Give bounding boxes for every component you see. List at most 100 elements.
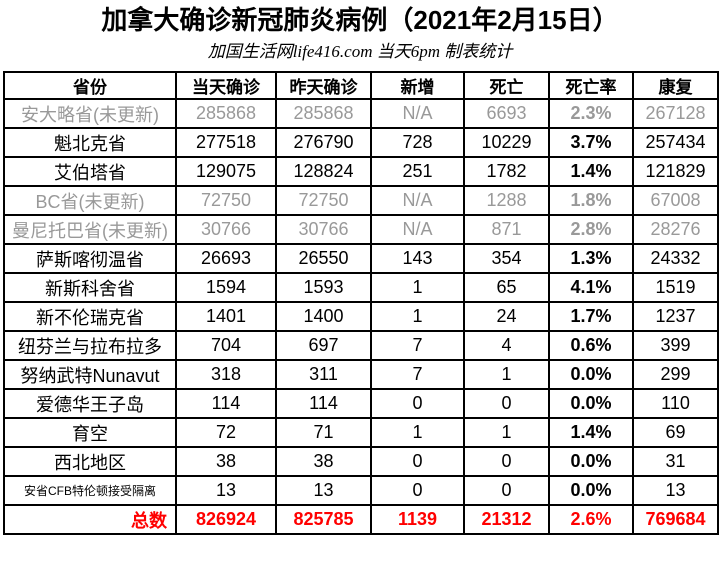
value-cell: 0 — [463, 388, 550, 419]
table-row: 安大略省(未更新) 285868 285868 N/A 6693 2.3% 267128 — [3, 98, 719, 129]
value-cell: 1 — [370, 417, 465, 448]
value-cell: 354 — [463, 243, 550, 274]
value-cell: 7 — [370, 359, 465, 390]
value-cell: 267128 — [632, 98, 719, 129]
table-row: 新不伦瑞克省 1401 1400 1 24 1.7% 1237 — [3, 301, 719, 332]
page-title: 加拿大确诊新冠肺炎病例（2021年2月15日） — [101, 5, 619, 35]
province-cell: 新斯科舍省 — [3, 272, 177, 303]
province-cell: 安省CFB特伦顿接受隔离 — [3, 475, 177, 506]
value-cell: 1 — [463, 417, 550, 448]
value-cell: 3.7% — [548, 127, 634, 158]
value-cell: 1237 — [632, 301, 719, 332]
province-cell: 西北地区 — [3, 446, 177, 477]
value-cell: 2.6% — [548, 504, 634, 535]
value-cell: 13 — [632, 475, 719, 506]
value-cell: 825785 — [275, 504, 372, 535]
province-cell: 萨斯喀彻温省 — [3, 243, 177, 274]
value-cell: 0.6% — [548, 330, 634, 361]
value-cell: 0.0% — [548, 475, 634, 506]
value-cell: 1 — [370, 272, 465, 303]
value-cell: 72750 — [275, 185, 372, 216]
value-cell: 1401 — [175, 301, 277, 332]
value-cell: 67008 — [632, 185, 719, 216]
table-row: 育空 72 71 1 1 1.4% 69 — [3, 417, 719, 448]
table-row: 魁北克省 277518 276790 728 10229 3.7% 257434 — [3, 127, 719, 158]
province-cell: 安大略省(未更新) — [3, 98, 177, 129]
table-row: 新斯科舍省 1594 1593 1 65 4.1% 1519 — [3, 272, 719, 303]
column-header-deaths: 死亡 — [463, 71, 550, 100]
value-cell: 1519 — [632, 272, 719, 303]
value-cell: 1.7% — [548, 301, 634, 332]
value-cell: 72 — [175, 417, 277, 448]
value-cell: 697 — [275, 330, 372, 361]
value-cell: 38 — [275, 446, 372, 477]
column-header-recovered: 康复 — [632, 71, 719, 100]
value-cell: 38 — [175, 446, 277, 477]
table-row: 曼尼托巴省(未更新) 30766 30766 N/A 871 2.8% 28276 — [3, 214, 719, 245]
value-cell: 128824 — [275, 156, 372, 187]
province-cell: 魁北克省 — [3, 127, 177, 158]
value-cell: 1.4% — [548, 156, 634, 187]
province-cell: 艾伯塔省 — [3, 156, 177, 187]
province-cell: 努纳武特Nunavut — [3, 359, 177, 390]
table-row: 纽芬兰与拉布拉多 704 697 7 4 0.6% 399 — [3, 330, 719, 361]
value-cell: 1139 — [370, 504, 465, 535]
value-cell: 0 — [370, 388, 465, 419]
value-cell: 1.8% — [548, 185, 634, 216]
value-cell: N/A — [370, 185, 465, 216]
value-cell: 114 — [275, 388, 372, 419]
value-cell: 65 — [463, 272, 550, 303]
covid-stats-table: 省份 当天确诊 昨天确诊 新增 死亡 死亡率 康复 安大略省(未更新) 28586… — [3, 71, 719, 535]
table-row: 安省CFB特伦顿接受隔离 13 13 0 0 0.0% 13 — [3, 475, 719, 506]
column-header-yesterday: 昨天确诊 — [275, 71, 372, 100]
column-header-rate: 死亡率 — [548, 71, 634, 100]
table-row: BC省(未更新) 72750 72750 N/A 1288 1.8% 67008 — [3, 185, 719, 216]
value-cell: 0.0% — [548, 446, 634, 477]
value-cell: 0 — [370, 446, 465, 477]
value-cell: 728 — [370, 127, 465, 158]
value-cell: 871 — [463, 214, 550, 245]
value-cell: 276790 — [275, 127, 372, 158]
value-cell: N/A — [370, 214, 465, 245]
value-cell: 71 — [275, 417, 372, 448]
value-cell: 121829 — [632, 156, 719, 187]
value-cell: 1782 — [463, 156, 550, 187]
total-row: 总数 826924 825785 1139 21312 2.6% 769684 — [3, 504, 719, 535]
value-cell: 1.3% — [548, 243, 634, 274]
value-cell: 318 — [175, 359, 277, 390]
value-cell: 30766 — [275, 214, 372, 245]
table-row: 西北地区 38 38 0 0 0.0% 31 — [3, 446, 719, 477]
province-cell: 爱德华王子岛 — [3, 388, 177, 419]
value-cell: 30766 — [175, 214, 277, 245]
value-cell: 257434 — [632, 127, 719, 158]
value-cell: 0.0% — [548, 388, 634, 419]
page-subtitle: 加国生活网life416.com 当天6pm 制表统计 — [207, 42, 513, 61]
value-cell: 1 — [463, 359, 550, 390]
value-cell: 21312 — [463, 504, 550, 535]
value-cell: 399 — [632, 330, 719, 361]
value-cell: 826924 — [175, 504, 277, 535]
province-cell: 育空 — [3, 417, 177, 448]
value-cell: 110 — [632, 388, 719, 419]
table-body: 安大略省(未更新) 285868 285868 N/A 6693 2.3% 267128 魁北… — [3, 98, 719, 535]
value-cell: 114 — [175, 388, 277, 419]
province-cell: 纽芬兰与拉布拉多 — [3, 330, 177, 361]
value-cell: 299 — [632, 359, 719, 390]
value-cell: 13 — [275, 475, 372, 506]
value-cell: N/A — [370, 98, 465, 129]
value-cell: 1593 — [275, 272, 372, 303]
value-cell: 1288 — [463, 185, 550, 216]
province-cell: BC省(未更新) — [3, 185, 177, 216]
province-cell: 新不伦瑞克省 — [3, 301, 177, 332]
column-header-new: 新增 — [370, 71, 465, 100]
value-cell: 0 — [463, 446, 550, 477]
value-cell: 704 — [175, 330, 277, 361]
value-cell: 28276 — [632, 214, 719, 245]
table-header-row: 省份 当天确诊 昨天确诊 新增 死亡 死亡率 康复 — [3, 71, 719, 100]
value-cell: 1594 — [175, 272, 277, 303]
value-cell: 10229 — [463, 127, 550, 158]
value-cell: 0 — [370, 475, 465, 506]
province-cell: 曼尼托巴省(未更新) — [3, 214, 177, 245]
value-cell: 6693 — [463, 98, 550, 129]
value-cell: 24 — [463, 301, 550, 332]
